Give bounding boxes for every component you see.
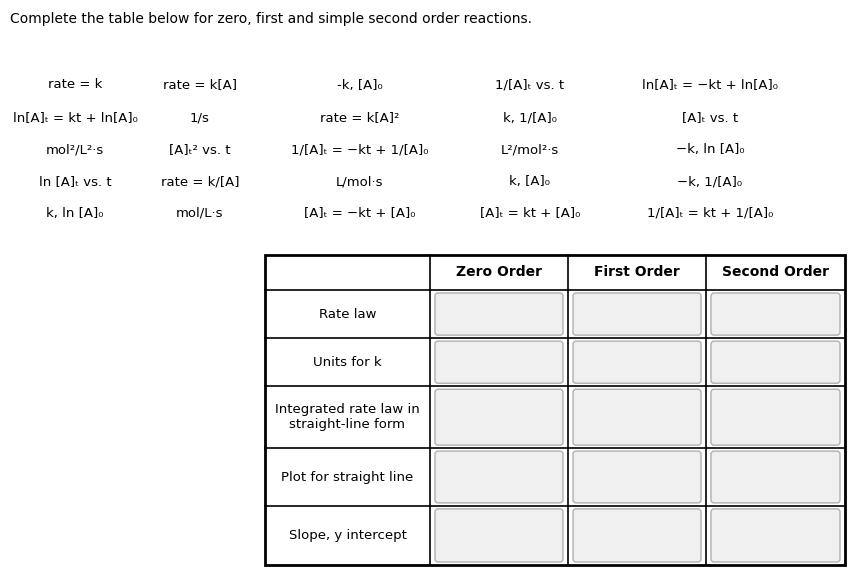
FancyBboxPatch shape: [435, 509, 562, 562]
Text: rate = k[A]: rate = k[A]: [163, 78, 237, 92]
Bar: [265, 255, 844, 565]
Text: Units for k: Units for k: [313, 356, 382, 369]
Text: Zero Order: Zero Order: [456, 265, 541, 280]
FancyBboxPatch shape: [435, 451, 562, 503]
Text: Slope, y intercept: Slope, y intercept: [288, 529, 406, 542]
FancyBboxPatch shape: [711, 509, 839, 562]
Text: First Order: First Order: [594, 265, 679, 280]
Text: Integrated rate law in
straight-line form: Integrated rate law in straight-line for…: [275, 403, 419, 431]
FancyBboxPatch shape: [435, 341, 562, 383]
Text: 1/[A]ₜ = −kt + 1/[A]₀: 1/[A]ₜ = −kt + 1/[A]₀: [291, 144, 429, 157]
Text: 1/[A]ₜ vs. t: 1/[A]ₜ vs. t: [495, 78, 564, 92]
FancyBboxPatch shape: [435, 293, 562, 335]
FancyBboxPatch shape: [573, 341, 700, 383]
FancyBboxPatch shape: [711, 390, 839, 445]
Text: rate = k/[A]: rate = k/[A]: [160, 176, 239, 189]
Text: 1/[A]ₜ = kt + 1/[A]₀: 1/[A]ₜ = kt + 1/[A]₀: [646, 206, 772, 220]
Text: ln[A]ₜ = −kt + ln[A]₀: ln[A]ₜ = −kt + ln[A]₀: [642, 78, 777, 92]
Text: Plot for straight line: Plot for straight line: [281, 471, 413, 483]
Text: -k, [A]₀: -k, [A]₀: [337, 78, 383, 92]
Text: rate = k[A]²: rate = k[A]²: [320, 112, 400, 125]
Text: Complete the table below for zero, first and simple second order reactions.: Complete the table below for zero, first…: [10, 12, 532, 26]
Text: Second Order: Second Order: [721, 265, 828, 280]
FancyBboxPatch shape: [573, 390, 700, 445]
FancyBboxPatch shape: [435, 390, 562, 445]
FancyBboxPatch shape: [573, 293, 700, 335]
FancyBboxPatch shape: [711, 341, 839, 383]
Text: [A]ₜ² vs. t: [A]ₜ² vs. t: [169, 144, 231, 157]
Text: rate = k: rate = k: [48, 78, 102, 92]
FancyBboxPatch shape: [573, 451, 700, 503]
Text: ln [A]ₜ vs. t: ln [A]ₜ vs. t: [38, 176, 111, 189]
Text: mol²/L²·s: mol²/L²·s: [46, 144, 104, 157]
Text: −k, 1/[A]₀: −k, 1/[A]₀: [676, 176, 742, 189]
Text: Rate law: Rate law: [319, 308, 376, 320]
Text: −k, ln [A]₀: −k, ln [A]₀: [675, 144, 744, 157]
FancyBboxPatch shape: [711, 451, 839, 503]
Text: mol/L·s: mol/L·s: [176, 206, 223, 220]
Text: [A]ₜ = kt + [A]₀: [A]ₜ = kt + [A]₀: [479, 206, 579, 220]
FancyBboxPatch shape: [573, 509, 700, 562]
Text: k, 1/[A]₀: k, 1/[A]₀: [503, 112, 556, 125]
Text: [A]ₜ = −kt + [A]₀: [A]ₜ = −kt + [A]₀: [304, 206, 415, 220]
Text: [A]ₜ vs. t: [A]ₜ vs. t: [681, 112, 737, 125]
Text: L²/mol²·s: L²/mol²·s: [500, 144, 558, 157]
Text: k, [A]₀: k, [A]₀: [509, 176, 550, 189]
Text: 1/s: 1/s: [190, 112, 210, 125]
Text: L/mol·s: L/mol·s: [336, 176, 383, 189]
Text: ln[A]ₜ = kt + ln[A]₀: ln[A]ₜ = kt + ln[A]₀: [13, 112, 137, 125]
Text: k, ln [A]₀: k, ln [A]₀: [46, 206, 104, 220]
FancyBboxPatch shape: [711, 293, 839, 335]
